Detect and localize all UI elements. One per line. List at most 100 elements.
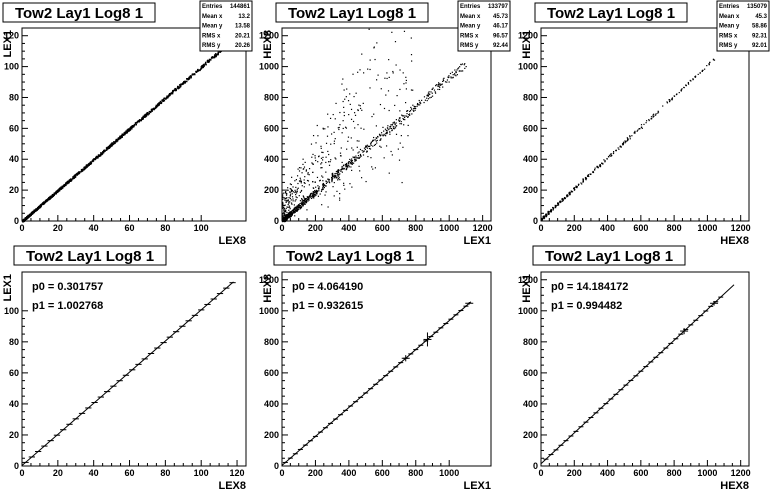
scatter-point <box>370 157 372 159</box>
scatter-point <box>74 174 76 177</box>
scatter-point <box>338 126 340 129</box>
scatter-point <box>22 220 24 222</box>
scatter-point <box>144 114 147 117</box>
scatter-point <box>287 189 289 191</box>
scatter-point <box>587 175 589 177</box>
scatter-point <box>643 123 645 126</box>
scatter-point <box>410 108 413 110</box>
scatter-point <box>653 115 655 117</box>
scatter-point <box>135 123 137 126</box>
scatter-point <box>292 200 294 202</box>
stats-value: 92.31 <box>752 33 768 39</box>
chart-title-box <box>534 2 688 23</box>
scatter-point <box>358 157 360 159</box>
scatter-point <box>343 167 345 169</box>
scatter-point <box>282 198 284 200</box>
scatter-point <box>569 192 571 194</box>
scatter-point <box>146 112 149 114</box>
x-tick-label: 400 <box>341 468 356 478</box>
scatter-point <box>335 102 337 105</box>
fit-line <box>21 281 234 466</box>
scatter-point <box>340 169 342 171</box>
scatter-point <box>456 74 458 76</box>
scatter-point <box>606 157 608 160</box>
scatter-point <box>132 125 135 128</box>
scatter-point <box>413 107 415 110</box>
scatter-point <box>331 179 333 181</box>
scatter-point <box>376 142 378 144</box>
scatter-point <box>290 212 293 214</box>
scatter-point <box>596 165 598 168</box>
scatter-point <box>357 124 359 126</box>
scatter-point <box>341 132 343 134</box>
scatter-point <box>313 194 316 196</box>
scatter-point <box>113 141 116 143</box>
scatter-point <box>547 213 549 215</box>
scatter-point <box>567 194 569 196</box>
scatter-point <box>297 208 299 210</box>
scatter-point <box>290 202 293 204</box>
scatter-point <box>293 204 295 206</box>
scatter-point <box>289 216 292 218</box>
scatter-point <box>306 198 308 200</box>
chart-panel-3: 0 200 400 600 800 1000 1200 0 200 400 600 800 1000 12… <box>518 0 770 247</box>
scatter-point <box>29 213 31 216</box>
scatter-point <box>299 208 301 210</box>
scatter-point <box>332 175 334 177</box>
scatter-point <box>553 207 555 209</box>
scatter-point <box>288 205 290 207</box>
y-tick-label: 60 <box>9 368 19 378</box>
scatter-point <box>285 201 287 204</box>
scatter-point <box>371 166 373 168</box>
scatter-point <box>452 77 454 79</box>
scatter-point <box>370 144 372 146</box>
scatter-point <box>404 119 406 121</box>
scatter-point <box>350 166 352 168</box>
scatter-point <box>78 171 81 173</box>
scatter-point <box>337 174 339 176</box>
scatter-point <box>409 110 411 113</box>
scatter-point <box>291 193 293 195</box>
x-tick-label: 0 <box>279 223 284 233</box>
scatter-point <box>335 177 337 179</box>
stats-label: Entries <box>719 4 740 10</box>
scatter-point <box>463 64 465 66</box>
scatter-point <box>304 198 306 200</box>
scatter-point <box>182 82 184 84</box>
scatter-point <box>448 75 450 77</box>
scatter-point <box>314 191 316 193</box>
scatter-point <box>157 104 159 106</box>
y-tick-label: 200 <box>523 185 538 195</box>
scatter-point <box>351 186 353 188</box>
scatter-point <box>36 206 39 209</box>
scatter-point <box>78 172 80 175</box>
scatter-point <box>311 156 313 158</box>
scatter-point <box>41 203 44 205</box>
scatter-point <box>550 208 552 211</box>
scatter-point <box>291 212 294 214</box>
scatter-point <box>287 187 289 189</box>
scatter-point <box>307 200 309 202</box>
scatter-point <box>629 136 631 138</box>
scatter-point <box>306 200 308 202</box>
scatter-point <box>399 119 401 121</box>
y-axis-label: HEX1 <box>521 30 533 59</box>
scatter-point <box>384 128 387 130</box>
y-tick-label: 800 <box>523 337 538 347</box>
scatter-point <box>617 147 619 149</box>
scatter-point <box>28 214 31 217</box>
scatter-point <box>106 148 108 151</box>
scatter-point <box>428 93 430 95</box>
scatter-point <box>282 205 284 207</box>
scatter-point <box>358 151 360 153</box>
scatter-point <box>571 190 573 193</box>
scatter-point <box>290 215 292 217</box>
scatter-point <box>339 179 341 181</box>
scatter-point <box>286 193 288 195</box>
scatter-point <box>316 191 319 193</box>
scatter-point <box>622 141 625 143</box>
scatter-point <box>430 91 432 93</box>
scatter-point <box>351 158 353 160</box>
stats-value: 45.3 <box>755 14 767 20</box>
scatter-point <box>297 168 299 170</box>
